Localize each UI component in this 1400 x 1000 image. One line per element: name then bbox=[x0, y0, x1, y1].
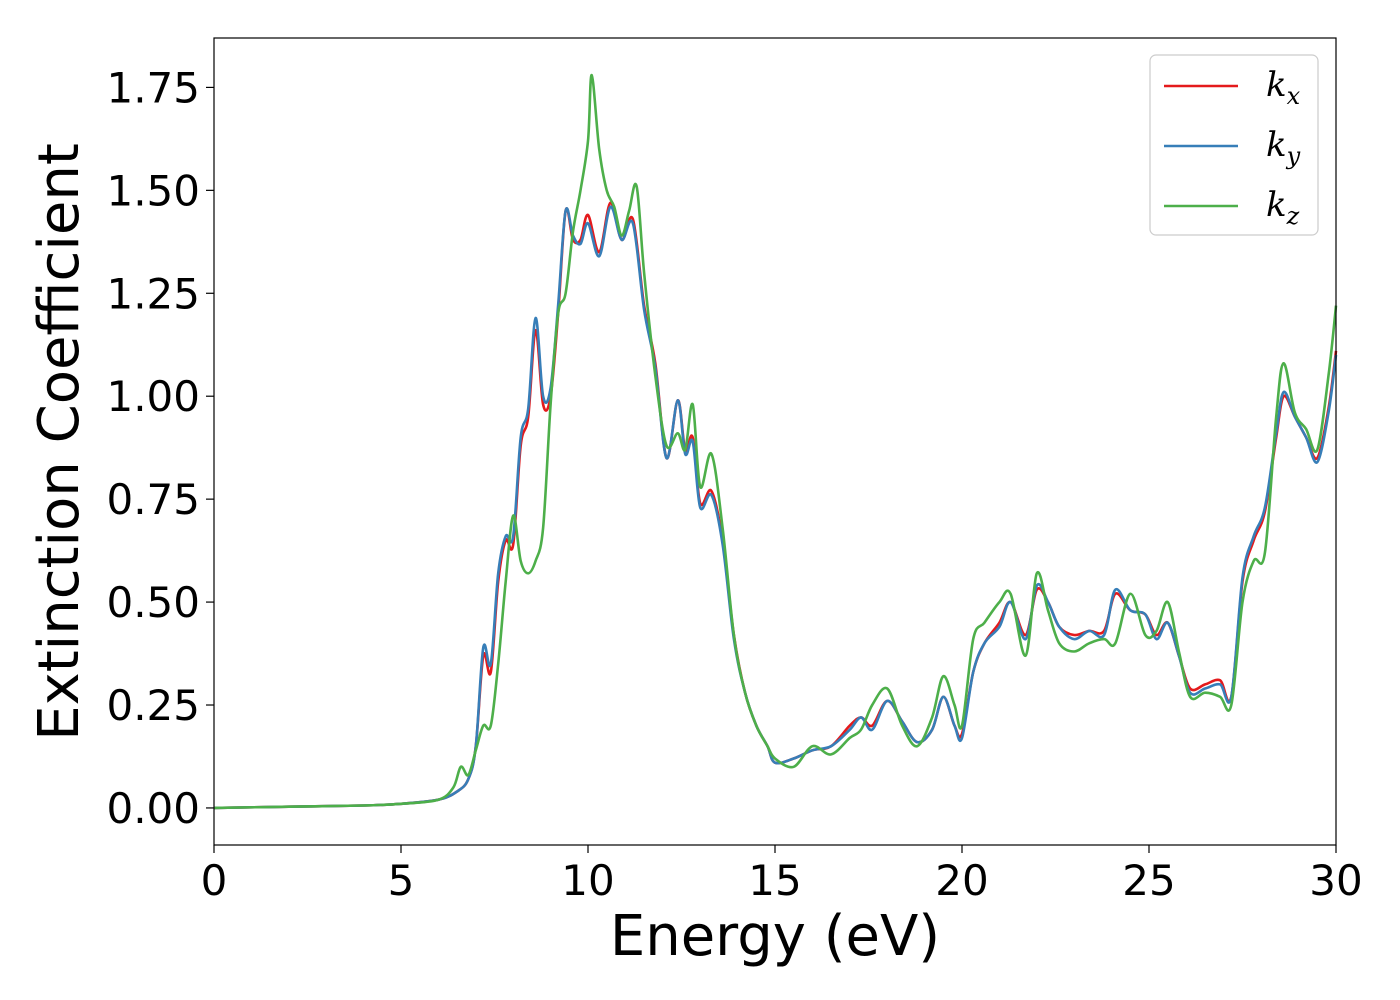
x-axis-label: Energy (eV) bbox=[610, 904, 940, 969]
y-tick-label: 1.25 bbox=[106, 269, 200, 318]
y-tick-label: 0.50 bbox=[106, 578, 200, 627]
x-tick-label: 25 bbox=[1122, 856, 1175, 905]
x-tick-label: 30 bbox=[1309, 856, 1362, 905]
y-tick-label: 1.50 bbox=[106, 166, 200, 215]
x-tick-label: 10 bbox=[561, 856, 614, 905]
y-tick-label: 1.00 bbox=[106, 372, 200, 421]
series-line-z bbox=[213, 73, 1338, 810]
x-tick-label: 0 bbox=[201, 856, 228, 905]
x-tick-label: 20 bbox=[935, 856, 988, 905]
y-tick-label: 0.00 bbox=[106, 784, 200, 833]
x-tick-label: 5 bbox=[388, 856, 415, 905]
legend-label-z: kz bbox=[1266, 185, 1300, 230]
y-tick-label: 1.75 bbox=[106, 63, 200, 112]
legend-label-x: kx bbox=[1266, 65, 1301, 110]
legend: kx ky kz bbox=[1149, 54, 1319, 236]
y-axis-label: Extinction Coefficient bbox=[27, 143, 92, 741]
y-axis-ticks: 0.00 0.25 0.50 0.75 1.00 1.25 1.50 1.75 bbox=[106, 63, 214, 833]
series-layer bbox=[213, 73, 1338, 810]
x-tick-label: 15 bbox=[748, 856, 801, 905]
y-tick-label: 0.25 bbox=[106, 681, 200, 730]
x-axis-ticks: 0 5 10 15 20 25 30 bbox=[201, 845, 1363, 905]
y-tick-label: 0.75 bbox=[106, 475, 200, 524]
legend-label-y: ky bbox=[1266, 125, 1301, 170]
